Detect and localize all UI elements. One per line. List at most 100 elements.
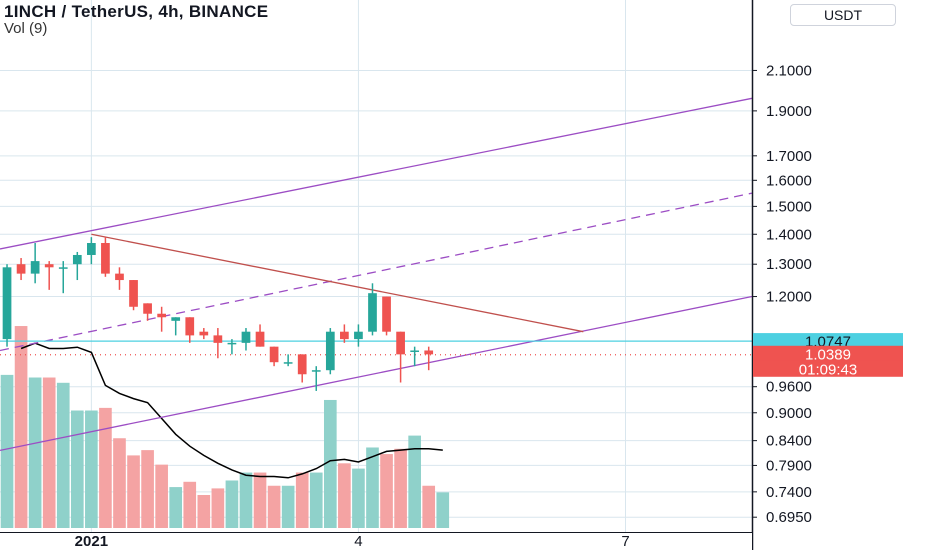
volume-bar — [141, 450, 154, 528]
volume-moving-average — [20, 342, 443, 479]
candle-body — [185, 317, 195, 336]
volume-bars — [0, 326, 450, 528]
candle — [2, 264, 12, 347]
candle-body — [115, 273, 124, 281]
candle — [255, 324, 265, 347]
volume-bar — [366, 447, 379, 528]
candle-body — [2, 267, 12, 340]
last-price-tag-text: 1.0389 — [805, 346, 851, 363]
candle-body — [396, 331, 405, 355]
candle — [227, 339, 237, 355]
time-axis[interactable]: 2021 4 7 — [0, 532, 752, 550]
price-axis[interactable]: 2.1000 1.9000 1.7000 1.6000 1.5000 1.4000 1.30… — [751, 0, 932, 550]
candle — [115, 267, 124, 290]
volume-bar — [225, 480, 239, 528]
price-tick-label: 0.9000 — [766, 405, 812, 422]
candle-body — [382, 296, 391, 332]
time-axis-background — [0, 532, 752, 550]
price-tick-label: 0.9600 — [766, 379, 812, 396]
channel-mid-line — [0, 192, 753, 352]
candle-body — [424, 350, 434, 355]
price-tick-label: 2.1000 — [766, 62, 812, 79]
candle-body — [325, 331, 335, 371]
time-tick-label: 4 — [354, 533, 362, 550]
candle-body — [311, 370, 321, 372]
candle — [143, 303, 152, 321]
candle — [87, 237, 96, 265]
trend-lines — [0, 97, 753, 452]
candle-body — [143, 303, 152, 314]
marked-price-tag-background — [753, 333, 903, 350]
candle — [58, 261, 68, 294]
price-axis-background — [752, 0, 932, 532]
candle — [157, 306, 167, 332]
price-tick-label: 0.7900 — [766, 457, 812, 474]
candle-body — [227, 342, 237, 345]
volume-indicator-label[interactable]: Vol (9) — [4, 20, 48, 37]
volume-bar — [267, 485, 281, 528]
price-tick-label: 0.8400 — [766, 433, 812, 450]
candle — [283, 354, 293, 367]
price-tick-label: 1.3000 — [766, 256, 812, 273]
candle-body — [213, 335, 223, 343]
volume-bar — [239, 472, 253, 528]
volume-bar — [85, 410, 98, 528]
candle — [213, 328, 223, 359]
price-tick-label: 0.6950 — [766, 509, 812, 526]
price-tick-label: 1.5000 — [766, 198, 812, 215]
volume-bar — [380, 454, 393, 528]
candle-body — [368, 293, 377, 332]
volume-bar — [408, 435, 421, 528]
candle — [269, 346, 279, 367]
volume-bar — [127, 455, 140, 528]
candle — [129, 280, 138, 311]
candle — [241, 328, 251, 351]
price-tick-label: 1.9000 — [766, 103, 812, 120]
volume-bar — [281, 485, 295, 528]
volume-bar — [113, 438, 126, 528]
price-tick-label: 1.2000 — [766, 289, 812, 306]
candle — [44, 261, 54, 290]
candle — [340, 324, 349, 343]
volume-bar — [295, 472, 309, 528]
candlesticks — [2, 237, 434, 391]
volume-bar — [169, 487, 183, 528]
candle — [185, 317, 195, 343]
candle — [424, 346, 434, 371]
candle — [368, 283, 377, 336]
price-tick-label: 1.6000 — [766, 172, 812, 189]
candle-body — [72, 254, 82, 265]
candle-body — [129, 280, 138, 307]
candle-body — [171, 317, 181, 321]
candle — [199, 328, 209, 340]
candle-body — [58, 267, 68, 269]
volume-bar — [309, 472, 323, 528]
candle-body — [255, 331, 265, 347]
candle-body — [157, 313, 167, 318]
volume-bar — [211, 488, 225, 528]
candle — [396, 331, 405, 383]
bar-countdown-tag-background — [753, 360, 903, 377]
price-tick-label: 1.4000 — [766, 226, 812, 243]
volume-bar — [70, 410, 84, 528]
candle — [72, 251, 82, 281]
volume-bar — [352, 468, 365, 528]
candle-body — [269, 346, 279, 363]
volume-bar — [28, 377, 42, 528]
currency-button[interactable]: USDT — [790, 4, 896, 26]
candle — [101, 237, 110, 277]
resistance-line — [91, 233, 584, 333]
time-tick-label: 2021 — [75, 533, 108, 550]
volume-bar — [394, 448, 407, 528]
candle — [297, 354, 307, 383]
volume-ma-line — [20, 342, 443, 479]
candle-body — [30, 261, 40, 274]
candle-body — [241, 331, 251, 343]
candle-body — [87, 243, 96, 255]
candle — [410, 346, 420, 367]
volume-bar — [56, 382, 70, 528]
volume-bar — [0, 374, 14, 528]
volume-bar — [183, 481, 197, 528]
